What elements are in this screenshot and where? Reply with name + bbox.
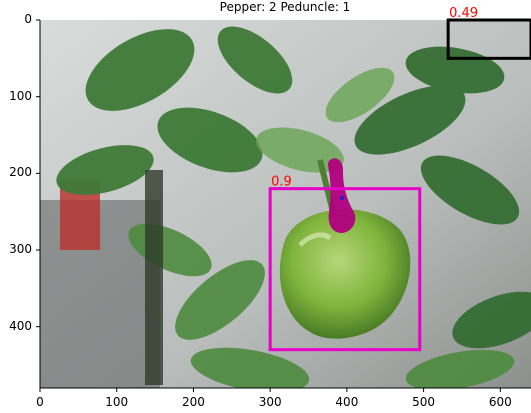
x-tick-label: 600	[488, 395, 512, 409]
y-tick-label: 0	[24, 12, 32, 26]
x-tick-label: 400	[335, 395, 359, 409]
y-tick-label: 300	[9, 242, 32, 256]
y-tick-label: 400	[9, 318, 32, 333]
pepper-body	[279, 209, 411, 339]
figure-title: Pepper: 2 Peduncle: 1	[219, 0, 351, 14]
detection-score-label: 0.9	[271, 175, 292, 190]
leaf-cluster-top-left	[56, 26, 293, 195]
x-tick-label: 300	[258, 395, 282, 409]
peduncle-point	[340, 196, 344, 200]
y-tick-label: 200	[9, 165, 32, 180]
x-tick-label: 100	[105, 395, 129, 409]
plant-stem	[145, 170, 163, 385]
x-tick-label: 500	[412, 395, 436, 409]
pepper-highlight	[298, 232, 332, 247]
x-tick-label: 200	[181, 395, 205, 409]
y-tick-marks	[36, 19, 40, 328]
peduncle-mask	[328, 158, 356, 233]
detection-box	[268, 187, 422, 352]
photo-content	[40, 20, 531, 388]
x-tick-marks	[39, 388, 501, 392]
y-tick-label: 100	[9, 88, 32, 103]
x-tick-label: 0	[36, 395, 44, 409]
detection-score-label: 0.49	[449, 6, 478, 21]
